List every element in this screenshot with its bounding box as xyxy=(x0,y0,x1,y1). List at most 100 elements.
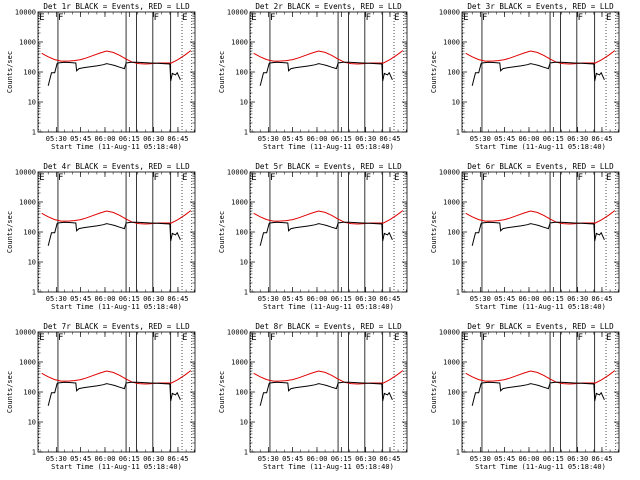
x-tick-label: 06:30 xyxy=(143,455,164,463)
y-tick-label: 1 xyxy=(456,449,460,457)
plot-frame xyxy=(461,11,620,133)
region-label: E xyxy=(463,333,468,343)
y-tick-label: 1000 xyxy=(19,359,36,367)
y-axis-label: Counts/sec xyxy=(6,51,14,93)
x-tick-label: 06:45 xyxy=(167,455,188,463)
x-tick-label: 06:00 xyxy=(306,455,327,463)
y-axis-label: Counts/sec xyxy=(6,211,14,253)
y-tick-label: 1000 xyxy=(231,39,248,47)
region-label: E xyxy=(606,173,611,183)
region-label: E xyxy=(182,173,187,183)
x-tick-label: 06:45 xyxy=(379,455,400,463)
region-label: E xyxy=(394,173,399,183)
region-label: F xyxy=(270,13,275,23)
plot-frame xyxy=(37,11,196,133)
x-tick-label: 05:45 xyxy=(282,455,303,463)
y-tick-label: 100 xyxy=(447,69,460,77)
x-tick-label: 05:30 xyxy=(258,295,279,303)
y-axis-label: Counts/sec xyxy=(218,211,226,253)
x-tick-label: 05:30 xyxy=(470,455,491,463)
plot-frame xyxy=(249,171,408,293)
panel-6: Det 6r BLACK = Events, RED = LLD 1 10 100 10… xyxy=(430,162,620,311)
y-tick-label: 10000 xyxy=(227,169,248,177)
x-tick-label: 05:45 xyxy=(494,135,515,143)
region-label: F xyxy=(58,333,63,343)
region-label: E xyxy=(394,333,399,343)
x-tick-label: 06:45 xyxy=(167,135,188,143)
x-tick-label: 05:30 xyxy=(46,295,67,303)
y-tick-label: 10000 xyxy=(15,169,36,177)
y-tick-label: 100 xyxy=(23,229,36,237)
y-tick-label: 1000 xyxy=(19,199,36,207)
region-label: E xyxy=(394,13,399,23)
y-tick-label: 1000 xyxy=(443,39,460,47)
y-tick-label: 1000 xyxy=(19,39,36,47)
x-tick-label: 06:15 xyxy=(543,455,564,463)
region-label: F xyxy=(482,333,487,343)
x-tick-label: 06:30 xyxy=(567,135,588,143)
y-tick-label: 10 xyxy=(452,419,460,427)
region-label: F xyxy=(578,333,583,343)
region-label: E xyxy=(463,173,468,183)
y-tick-label: 10 xyxy=(240,259,248,267)
region-label: F xyxy=(270,333,275,343)
plot-frame xyxy=(461,171,620,293)
x-tick-label: 06:30 xyxy=(567,455,588,463)
series-events-line xyxy=(47,221,181,246)
x-tick-label: 06:30 xyxy=(355,135,376,143)
x-tick-label: 06:00 xyxy=(306,295,327,303)
x-tick-label: 06:30 xyxy=(567,295,588,303)
x-tick-label: 05:45 xyxy=(494,455,515,463)
panel-title: Det 9r BLACK = Events, RED = LLD xyxy=(467,322,614,331)
x-tick-label: 06:15 xyxy=(119,295,140,303)
x-tick-label: 06:00 xyxy=(518,135,539,143)
x-axis-label: Start Time (11-Aug-11 05:18:40) xyxy=(475,463,606,471)
y-tick-label: 1000 xyxy=(231,359,248,367)
y-tick-label: 10 xyxy=(28,99,36,107)
x-tick-label: 05:30 xyxy=(258,135,279,143)
x-tick-label: 06:45 xyxy=(167,295,188,303)
y-tick-label: 10000 xyxy=(439,9,460,17)
x-tick-label: 06:45 xyxy=(591,295,612,303)
y-axis-label: Counts/sec xyxy=(430,211,438,253)
region-label: F xyxy=(578,13,583,23)
series-lld-line xyxy=(41,210,192,225)
panel-4: Det 4r BLACK = Events, RED = LLD 1 10 100 10… xyxy=(6,162,196,311)
region-label: E xyxy=(251,173,256,183)
x-tick-label: 05:45 xyxy=(282,295,303,303)
y-tick-label: 10000 xyxy=(439,329,460,337)
y-tick-label: 10 xyxy=(452,259,460,267)
region-label: F xyxy=(482,173,487,183)
y-tick-label: 1000 xyxy=(231,199,248,207)
x-tick-label: 06:15 xyxy=(119,135,140,143)
region-label: F xyxy=(578,173,583,183)
x-tick-label: 06:30 xyxy=(355,455,376,463)
region-label: F xyxy=(366,173,371,183)
y-tick-label: 10 xyxy=(240,419,248,427)
panel-title: Det 5r BLACK = Events, RED = LLD xyxy=(255,162,402,171)
x-tick-label: 06:30 xyxy=(143,295,164,303)
panel-9: Det 9r BLACK = Events, RED = LLD 1 10 100 10… xyxy=(430,322,620,471)
plot-frame xyxy=(461,331,620,453)
y-tick-label: 10000 xyxy=(227,9,248,17)
panel-title: Det 1r BLACK = Events, RED = LLD xyxy=(43,2,190,11)
x-axis-label: Start Time (11-Aug-11 05:18:40) xyxy=(263,463,394,471)
y-tick-label: 1 xyxy=(32,129,36,137)
y-tick-label: 1 xyxy=(244,449,248,457)
y-tick-label: 1000 xyxy=(443,359,460,367)
region-label: F xyxy=(366,13,371,23)
region-label: F xyxy=(154,173,159,183)
x-tick-label: 05:30 xyxy=(46,135,67,143)
series-lld-line xyxy=(41,370,192,385)
y-tick-label: 100 xyxy=(235,389,248,397)
panel-2: Det 2r BLACK = Events, RED = LLD 1 10 100 10… xyxy=(218,2,408,151)
y-axis-label: Counts/sec xyxy=(6,371,14,413)
panel-title: Det 8r BLACK = Events, RED = LLD xyxy=(255,322,402,331)
y-tick-label: 10000 xyxy=(15,329,36,337)
y-axis-label: Counts/sec xyxy=(218,371,226,413)
x-tick-label: 06:00 xyxy=(518,295,539,303)
region-label: F xyxy=(366,333,371,343)
region-label: E xyxy=(251,333,256,343)
x-axis-label: Start Time (11-Aug-11 05:18:40) xyxy=(263,143,394,151)
